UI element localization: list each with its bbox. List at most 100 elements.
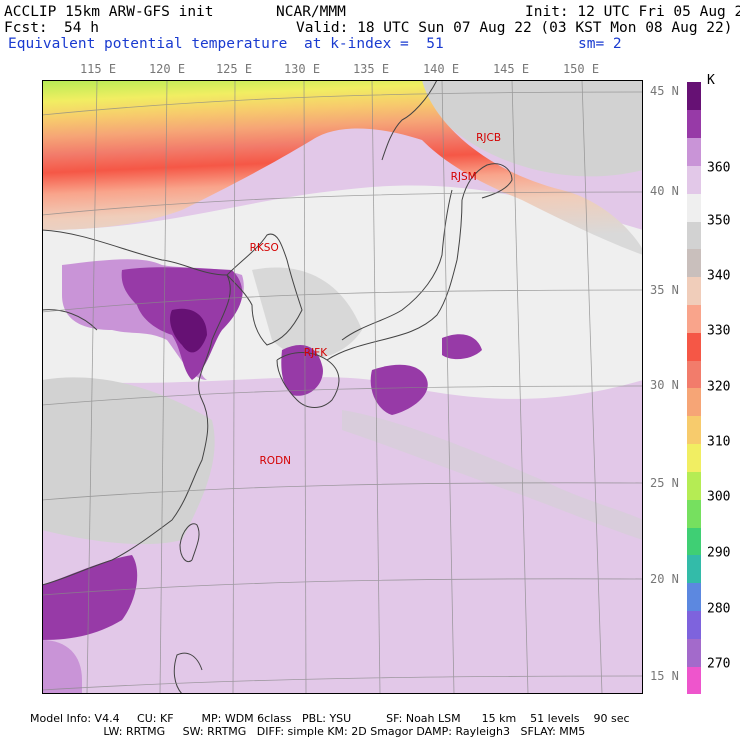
lon-label: 145 E xyxy=(492,62,530,76)
lon-label: 150 E xyxy=(562,62,600,76)
colorbar-label: 290 xyxy=(707,545,731,561)
field-grey-streak xyxy=(342,410,643,540)
colorbar-swatch xyxy=(687,276,701,306)
field-warm-arc xyxy=(42,80,643,255)
coast-kyushu xyxy=(276,352,340,408)
colorbar-label: 320 xyxy=(707,379,731,395)
meridian xyxy=(511,80,529,694)
graticule xyxy=(42,80,643,694)
colorbar-swatch xyxy=(687,332,701,361)
coastlines xyxy=(42,80,513,694)
colorbar-label: 360 xyxy=(707,160,731,176)
model-title: ACCLIP 15km ARW-GFS init xyxy=(4,4,214,20)
meridian xyxy=(371,80,381,694)
valid-time: Valid: 18 UTC Sun 07 Aug 22 (03 KST Mon … xyxy=(296,20,733,36)
footer-model-info: Model Info: V4.4 CU: KF MP: WDM 6class P… xyxy=(30,712,630,725)
colorbar-swatch xyxy=(687,221,701,250)
colorbar-swatch xyxy=(687,666,701,695)
coast-taiwan xyxy=(179,523,200,563)
colorbar-swatch xyxy=(687,388,701,417)
level-label: at k-index = 51 xyxy=(304,36,444,52)
coast-luzon xyxy=(173,652,203,694)
lon-label: 140 E xyxy=(422,62,460,76)
meridian xyxy=(232,80,236,694)
theta-e-map xyxy=(42,80,643,694)
meridian xyxy=(303,80,307,694)
parallel xyxy=(42,191,643,216)
lon-label: 130 E xyxy=(283,62,321,76)
colorbar-label: 350 xyxy=(707,213,731,229)
field-purple-kyushu xyxy=(281,345,323,396)
colorbar-swatch xyxy=(687,360,701,389)
coast-hokkaido xyxy=(461,163,513,201)
station-label: RJSM xyxy=(450,171,477,184)
parallel xyxy=(42,385,643,406)
meridian xyxy=(159,80,168,694)
colorbar-swatch xyxy=(687,582,701,612)
lat-label: 40 N xyxy=(650,184,679,198)
lat-label: 30 N xyxy=(650,378,679,392)
field-purple-japan xyxy=(370,364,428,415)
colorbar-swatch xyxy=(687,248,701,278)
coast-honshu-north xyxy=(341,189,453,341)
coast-sakhalin xyxy=(381,80,438,161)
lat-label: 45 N xyxy=(650,84,679,98)
smoothing-label: sm= 2 xyxy=(578,36,622,52)
colorbar-label: 310 xyxy=(707,434,731,450)
init-time: Init: 12 UTC Fri 05 Aug 22 xyxy=(525,4,740,20)
forecast-hours: 54 h xyxy=(64,20,99,36)
parallel xyxy=(42,91,643,116)
station-label: RJFK xyxy=(303,346,328,359)
field-name: Equivalent potential temperature xyxy=(8,36,288,52)
colorbar-swatch xyxy=(687,499,701,528)
parallel xyxy=(42,289,643,313)
meridian xyxy=(581,80,603,694)
colorbar-swatch xyxy=(687,443,701,472)
lat-label: 15 N xyxy=(650,669,679,683)
field-darkest-purple xyxy=(170,308,207,353)
field-grey-land xyxy=(42,377,215,545)
colorbar-swatch xyxy=(687,554,701,584)
colorbar-swatch xyxy=(687,193,701,222)
parallel xyxy=(42,675,643,691)
coast-honshu-south xyxy=(326,199,463,361)
colorbar-swatch xyxy=(687,527,701,556)
lat-label: 25 N xyxy=(650,476,679,490)
parallel xyxy=(42,482,643,501)
colorbar-label: 330 xyxy=(707,323,731,339)
colorbar-label: 300 xyxy=(707,489,731,505)
colorbar-swatch xyxy=(687,137,701,166)
colorbar-swatch xyxy=(687,415,701,445)
colorbar-swatch xyxy=(687,82,701,111)
field-purple-east xyxy=(442,334,482,360)
station-label: RKSO xyxy=(249,242,279,255)
coast-korea xyxy=(226,233,303,346)
center-label: NCAR/MMM xyxy=(276,4,346,20)
colorbar-label: 280 xyxy=(707,601,731,617)
parallel xyxy=(42,578,643,596)
station-label: RJCB xyxy=(476,131,502,144)
colorbar-swatch xyxy=(687,304,701,333)
colorbar-swatch xyxy=(687,109,701,139)
lon-label: 115 E xyxy=(79,62,117,76)
lat-label: 35 N xyxy=(650,283,679,297)
colorbar-swatch xyxy=(687,165,701,194)
colorbar-swatch xyxy=(687,638,701,667)
colorbar-swatch xyxy=(687,610,701,639)
station-label: RODN xyxy=(259,454,292,467)
lon-label: 135 E xyxy=(352,62,390,76)
colorbar-swatch xyxy=(687,471,701,500)
lat-label: 20 N xyxy=(650,572,679,586)
field-grey-korea xyxy=(252,267,362,359)
footer-physics: LW: RRTMG SW: RRTMG DIFF: simple KM: 2D … xyxy=(30,725,586,738)
field-purple-south xyxy=(42,555,138,640)
colorbar-label: 270 xyxy=(707,656,731,672)
field-purple-sw xyxy=(42,640,82,694)
colorbar-unit: K xyxy=(707,73,715,88)
forecast-label: Fcst: xyxy=(4,20,48,36)
map-border xyxy=(42,80,643,694)
colorbar-label: 340 xyxy=(707,268,731,284)
coast-china xyxy=(42,229,231,586)
lon-label: 125 E xyxy=(215,62,253,76)
lon-label: 120 E xyxy=(148,62,186,76)
